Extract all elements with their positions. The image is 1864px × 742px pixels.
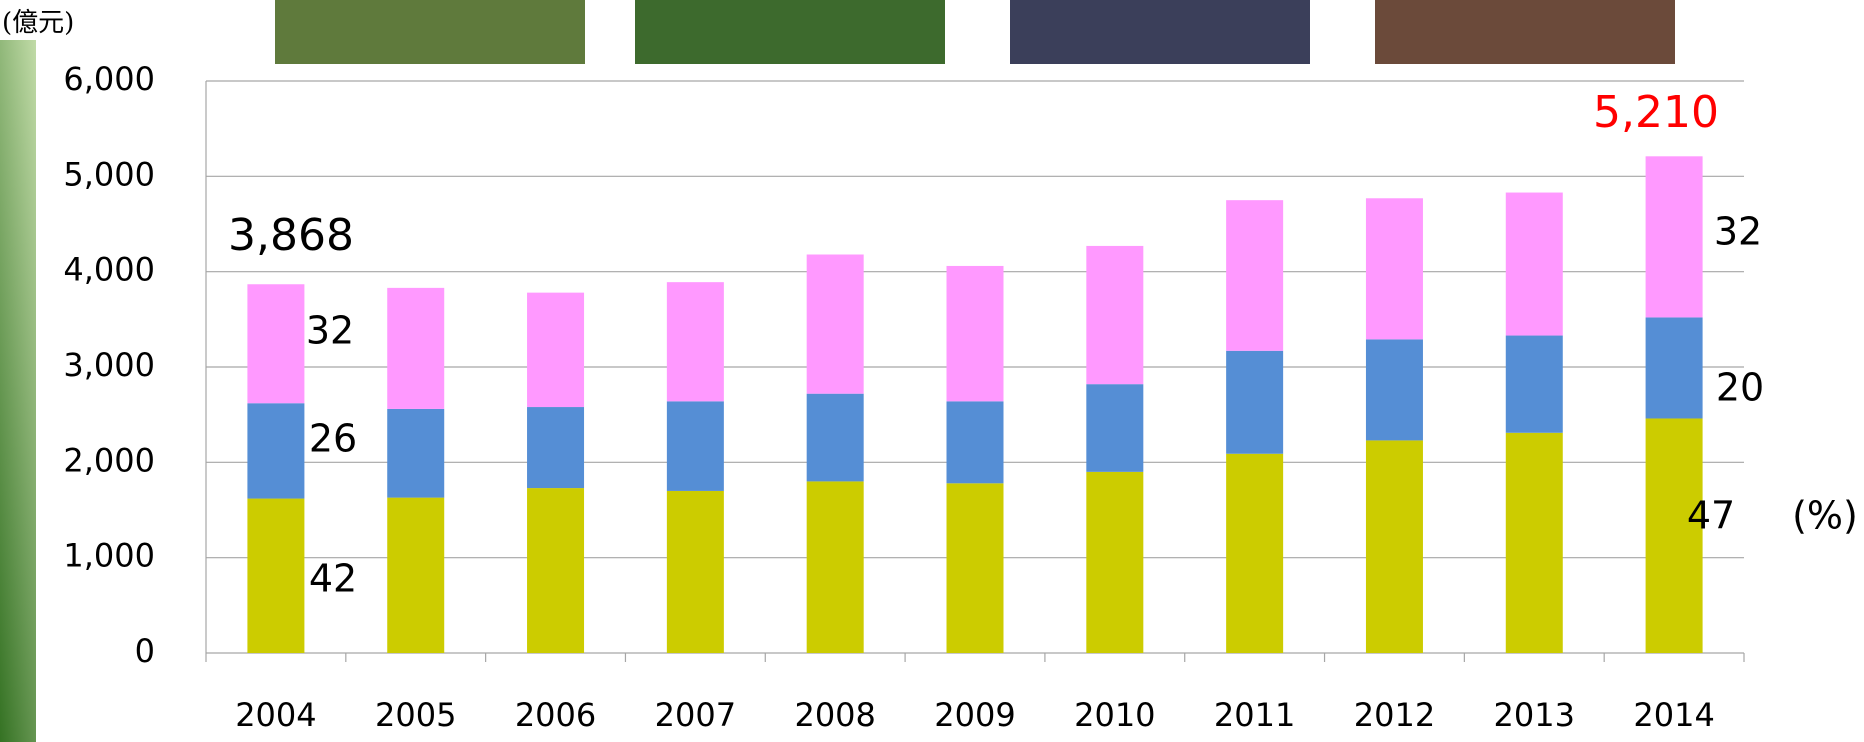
annotation: 32: [1714, 210, 1762, 254]
bar-segment: [1365, 440, 1423, 653]
photo: [1010, 0, 1310, 64]
y-tick-label: 4,000: [63, 251, 155, 289]
y-axis-unit: (億元): [2, 8, 74, 38]
photo: [275, 0, 585, 64]
bar-segment: [946, 483, 1004, 653]
x-tick-label: 2011: [1214, 696, 1295, 734]
bar-segment: [387, 497, 445, 653]
bar-segment: [1226, 200, 1284, 351]
bar-segment: [527, 488, 585, 653]
bar-segment: [387, 287, 445, 409]
annotation: 26: [309, 417, 357, 461]
bar-segment: [1365, 198, 1423, 340]
bar-segment: [1645, 317, 1703, 419]
y-tick-label: 2,000: [63, 441, 155, 479]
bar-segment: [1086, 471, 1144, 653]
annotation: 42: [309, 557, 357, 601]
x-tick-label: 2006: [515, 696, 596, 734]
bar-segment: [666, 282, 724, 402]
bar-segment: [1086, 384, 1144, 472]
bar-segment: [806, 254, 864, 394]
bar-segment: [1645, 156, 1703, 318]
bar-segment: [247, 284, 305, 404]
annotation: 20: [1716, 366, 1764, 410]
bar-segment: [247, 498, 305, 653]
y-tick-label: 0: [135, 632, 155, 670]
annotation: (%): [1792, 494, 1858, 538]
x-tick-label: 2007: [655, 696, 736, 734]
y-tick-label: 3,000: [63, 346, 155, 384]
side-stripe-shade: [0, 40, 36, 742]
x-tick-label: 2005: [375, 696, 456, 734]
bar-segment: [1645, 418, 1703, 653]
annotation: 47: [1687, 494, 1735, 538]
bar-segment: [806, 393, 864, 482]
bar-segment: [1226, 350, 1284, 454]
x-tick-label: 2012: [1354, 696, 1435, 734]
bar-segment: [1505, 432, 1563, 653]
bar-segment: [666, 401, 724, 491]
x-tick-label: 2013: [1494, 696, 1575, 734]
x-tick-label: 2010: [1074, 696, 1155, 734]
bar-segment: [946, 265, 1004, 402]
annotation: 32: [306, 309, 354, 353]
x-tick-label: 2004: [235, 696, 316, 734]
photo: [1375, 0, 1675, 64]
bar-segment: [1505, 335, 1563, 433]
x-tick-label: 2008: [794, 696, 875, 734]
bar-segment: [1365, 339, 1423, 441]
bar-segment: [1086, 245, 1144, 385]
annotation: 3,868: [228, 210, 354, 261]
bar-segment: [247, 403, 305, 499]
photo: [635, 0, 945, 64]
bar-segment: [1226, 453, 1284, 653]
annotation: 5,210: [1593, 87, 1719, 138]
y-tick-label: 1,000: [63, 537, 155, 575]
bar-segment: [387, 408, 445, 498]
bar-segment: [527, 292, 585, 408]
x-tick-label: 2009: [934, 696, 1015, 734]
bar-segment: [946, 401, 1004, 484]
y-tick-label: 5,000: [63, 155, 155, 193]
y-tick-label: 6,000: [63, 60, 155, 98]
bar-segment: [527, 407, 585, 489]
x-tick-label: 2014: [1633, 696, 1714, 734]
bar-segment: [666, 490, 724, 653]
bar-segment: [1505, 192, 1563, 336]
bar-segment: [806, 481, 864, 653]
